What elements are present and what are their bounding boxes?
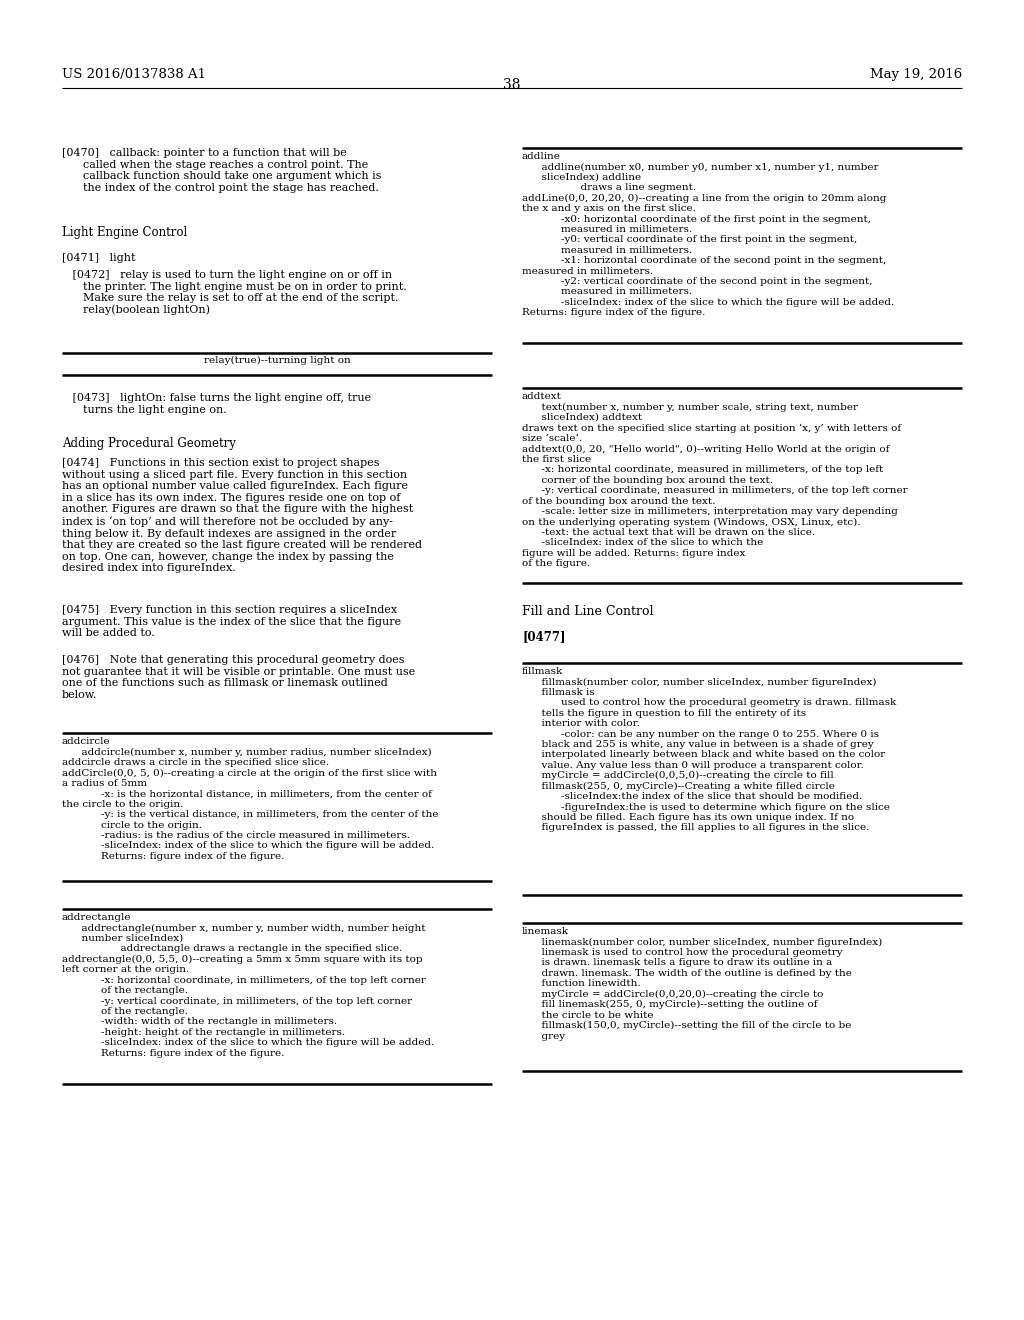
Text: [0477]: [0477] bbox=[522, 630, 565, 643]
Text: fillmask
      fillmask(number color, number sliceIndex, number figureIndex)
   : fillmask fillmask(number color, number s… bbox=[522, 667, 896, 833]
Text: addrectangle
      addrectangle(number x, number y, number width, number height
: addrectangle addrectangle(number x, numb… bbox=[62, 913, 434, 1057]
Text: May 19, 2016: May 19, 2016 bbox=[869, 69, 962, 81]
Text: 38: 38 bbox=[503, 78, 521, 92]
Text: addtext
      text(number x, number y, number scale, string text, number
      s: addtext text(number x, number y, number … bbox=[522, 392, 907, 568]
Text: addcircle
      addcircle(number x, number y, number radius, number sliceIndex)
: addcircle addcircle(number x, number y, … bbox=[62, 737, 438, 861]
Text: US 2016/0137838 A1: US 2016/0137838 A1 bbox=[62, 69, 206, 81]
Text: addline
      addline(number x0, number y0, number x1, number y1, number
      s: addline addline(number x0, number y0, nu… bbox=[522, 152, 894, 317]
Text: [0470]   callback: pointer to a function that will be
      called when the stag: [0470] callback: pointer to a function t… bbox=[62, 148, 382, 193]
Text: [0472]   relay is used to turn the light engine on or off in
      the printer. : [0472] relay is used to turn the light e… bbox=[62, 271, 407, 315]
Text: linemask
      linemask(number color, number sliceIndex, number figureIndex)
   : linemask linemask(number color, number s… bbox=[522, 927, 883, 1040]
Text: [0471]   light: [0471] light bbox=[62, 253, 135, 263]
Text: [0473]   lightOn: false turns the light engine off, true
      turns the light e: [0473] lightOn: false turns the light en… bbox=[62, 393, 371, 414]
Text: Light Engine Control: Light Engine Control bbox=[62, 226, 187, 239]
Text: relay(true)--turning light on: relay(true)--turning light on bbox=[204, 356, 350, 366]
Text: Fill and Line Control: Fill and Line Control bbox=[522, 605, 653, 618]
Text: [0474]   Functions in this section exist to project shapes
without using a slice: [0474] Functions in this section exist t… bbox=[62, 458, 422, 573]
Text: [0475]   Every function in this section requires a sliceIndex
argument. This val: [0475] Every function in this section re… bbox=[62, 605, 401, 638]
Text: Adding Procedural Geometry: Adding Procedural Geometry bbox=[62, 437, 236, 450]
Text: [0476]   Note that generating this procedural geometry does
not guarantee that i: [0476] Note that generating this procedu… bbox=[62, 655, 416, 700]
